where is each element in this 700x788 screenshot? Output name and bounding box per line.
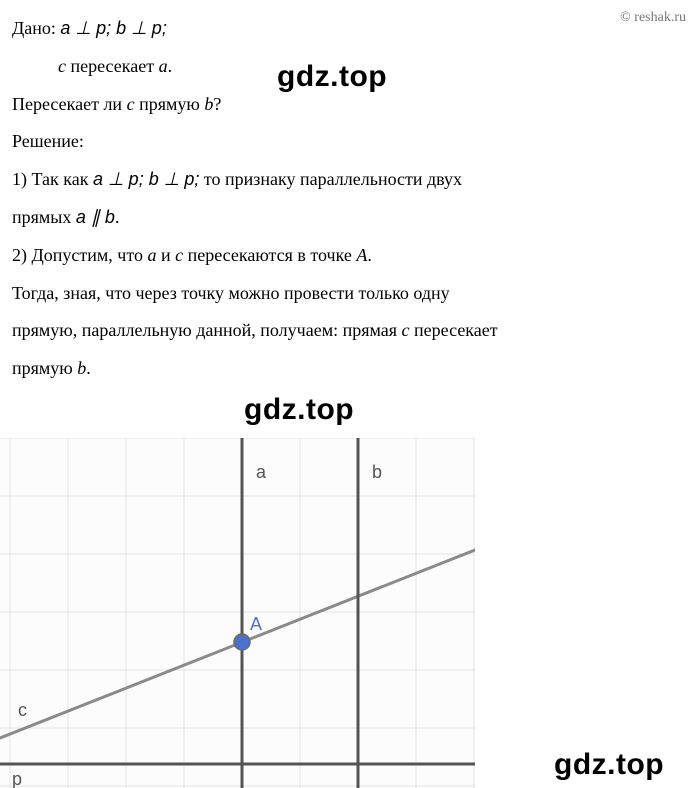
given-var-c: c bbox=[58, 56, 66, 76]
step1-expr: a ⊥ p; b ⊥ p; bbox=[93, 169, 199, 189]
given-prefix: Дано: bbox=[12, 18, 60, 38]
copyright-text: © reshak.ru bbox=[620, 10, 686, 26]
question-mark: ? bbox=[213, 94, 221, 114]
diagram-svg: a b c p A bbox=[0, 438, 475, 788]
step4-line: прямую, параллельную данной, получаем: п… bbox=[12, 312, 688, 350]
step5-var-b: b bbox=[77, 358, 86, 378]
step4-prefix: прямую, параллельную данной, получаем: п… bbox=[12, 320, 402, 340]
step2-period: . bbox=[367, 245, 372, 265]
svg-text:c: c bbox=[18, 700, 27, 720]
given-var-a: a bbox=[159, 56, 168, 76]
solution-label: Решение: bbox=[12, 123, 688, 161]
geometry-diagram: a b c p A bbox=[0, 438, 475, 788]
step1-suffix: то признаку параллельности двух bbox=[199, 169, 462, 189]
question-prefix: Пересекает ли bbox=[12, 94, 127, 114]
watermark-3: gdz.top bbox=[554, 748, 664, 782]
svg-text:A: A bbox=[250, 614, 262, 634]
question-var-b: b bbox=[204, 94, 213, 114]
step2-line: 2) Допустим, что a и c пересекаются в то… bbox=[12, 237, 688, 275]
step2-and: и bbox=[156, 245, 175, 265]
step1-l2-expr: a ∥ b bbox=[76, 207, 115, 227]
svg-text:a: a bbox=[256, 462, 267, 482]
question-var-c: c bbox=[127, 94, 135, 114]
step1-line2: прямых a ∥ b. bbox=[12, 199, 688, 237]
step2-var-c: c bbox=[175, 245, 183, 265]
step5-period: . bbox=[86, 358, 91, 378]
given-text-1: пересекает bbox=[66, 56, 159, 76]
step2-prefix: 2) Допустим, что bbox=[12, 245, 147, 265]
step4-var-c: c bbox=[402, 320, 410, 340]
solution-text-block: Дано: a ⊥ p; b ⊥ p; c пересекает a. Пере… bbox=[0, 0, 700, 388]
step1-prefix: 1) Так как bbox=[12, 169, 93, 189]
step2-point-a: A bbox=[356, 245, 367, 265]
step3-line: Тогда, зная, что через точку можно прове… bbox=[12, 275, 688, 313]
step2-mid: пересекаются в точке bbox=[183, 245, 356, 265]
step5-line: прямую b. bbox=[12, 350, 688, 388]
given-period: . bbox=[168, 56, 173, 76]
watermark-1: gdz.top bbox=[277, 60, 387, 94]
svg-text:p: p bbox=[12, 769, 22, 788]
watermark-2: gdz.top bbox=[244, 393, 354, 427]
step1-l2-period: . bbox=[115, 207, 120, 227]
step5-prefix: прямую bbox=[12, 358, 77, 378]
step4-suffix: пересекает bbox=[410, 320, 498, 340]
given-expr: a ⊥ p; b ⊥ p; bbox=[60, 18, 166, 38]
step1-line1: 1) Так как a ⊥ p; b ⊥ p; то признаку пар… bbox=[12, 161, 688, 199]
given-line-1: Дано: a ⊥ p; b ⊥ p; bbox=[12, 10, 688, 48]
step1-l2-prefix: прямых bbox=[12, 207, 76, 227]
question-mid: прямую bbox=[135, 94, 205, 114]
svg-text:b: b bbox=[372, 462, 382, 482]
